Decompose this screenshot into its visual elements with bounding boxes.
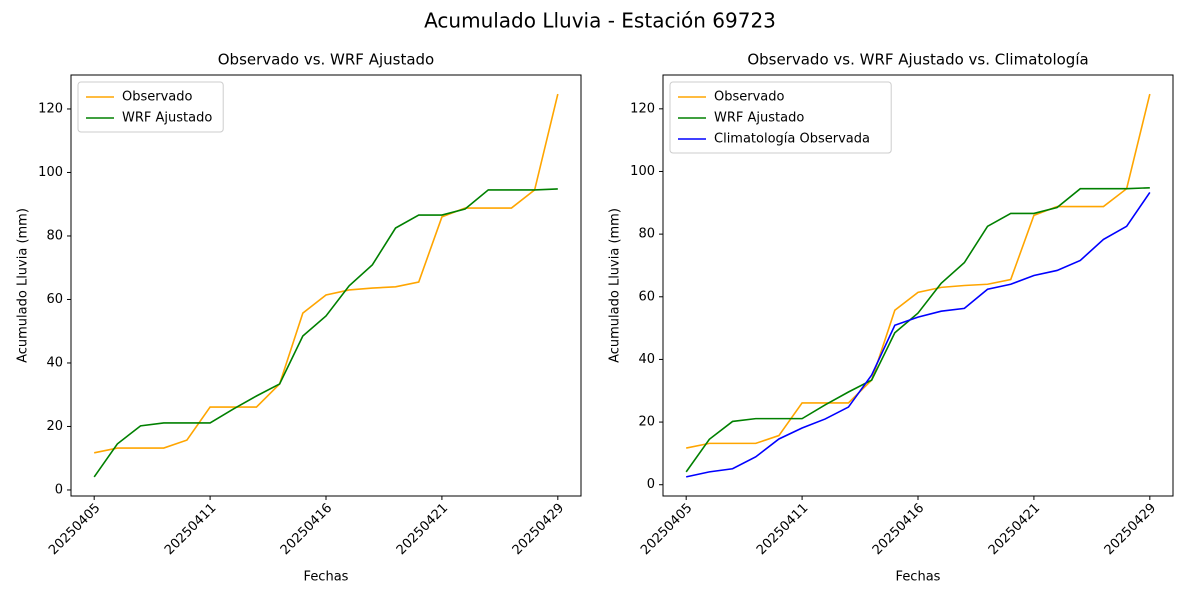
legend-box bbox=[77, 81, 224, 133]
figure-title: Acumulado Lluvia - Estación 69723 bbox=[424, 9, 776, 33]
y-tick-label: 80 bbox=[638, 227, 655, 242]
x-axis-label: Fechas bbox=[304, 570, 349, 585]
y-tick-label: 120 bbox=[630, 101, 655, 116]
axes-frame bbox=[662, 74, 1174, 497]
series-line bbox=[94, 93, 559, 454]
legend-label: Observado bbox=[714, 90, 785, 105]
legend-box bbox=[669, 81, 892, 154]
y-tick-label: 60 bbox=[638, 289, 655, 304]
axes-frame bbox=[70, 74, 582, 497]
legend-label: WRF Ajustado bbox=[122, 111, 212, 126]
y-tick-label: 120 bbox=[38, 101, 63, 116]
x-tick-label: 20250429 bbox=[1102, 501, 1159, 558]
y-tick-label: 40 bbox=[638, 352, 655, 367]
legend-label: Observado bbox=[122, 90, 193, 105]
x-tick-label: 20250429 bbox=[510, 501, 567, 558]
y-tick-label: 0 bbox=[55, 482, 63, 497]
x-tick-label: 20250411 bbox=[162, 501, 219, 558]
legend-label: WRF Ajustado bbox=[714, 111, 804, 126]
x-tick-label: 20250405 bbox=[46, 501, 103, 558]
y-tick-label: 0 bbox=[647, 477, 655, 492]
y-tick-label: 40 bbox=[46, 355, 63, 370]
y-tick-label: 100 bbox=[630, 164, 655, 179]
x-tick-label: 20250411 bbox=[754, 501, 811, 558]
y-tick-label: 100 bbox=[38, 165, 63, 180]
x-tick-label: 20250421 bbox=[986, 501, 1043, 558]
x-tick-label: 20250416 bbox=[278, 501, 335, 558]
y-tick-label: 60 bbox=[46, 292, 63, 307]
y-tick-label: 80 bbox=[46, 228, 63, 243]
series-line bbox=[93, 188, 558, 478]
y-tick-label: 20 bbox=[46, 419, 63, 434]
series-line bbox=[685, 186, 1150, 473]
y-axis-label: Acumulado Lluvia (mm) bbox=[16, 208, 31, 363]
chart-title: Observado vs. WRF Ajustado bbox=[218, 51, 434, 69]
x-tick-label: 20250405 bbox=[638, 501, 695, 558]
x-axis-label: Fechas bbox=[896, 570, 941, 585]
y-axis-label: Acumulado Lluvia (mm) bbox=[608, 208, 623, 363]
legend-label: Climatología Observada bbox=[714, 132, 870, 147]
y-tick-label: 20 bbox=[638, 415, 655, 430]
series-line bbox=[686, 192, 1151, 478]
series-line bbox=[686, 93, 1151, 449]
x-tick-label: 20250416 bbox=[870, 501, 927, 558]
x-tick-label: 20250421 bbox=[394, 501, 451, 558]
chart-title: Observado vs. WRF Ajustado vs. Climatolo… bbox=[747, 51, 1088, 69]
